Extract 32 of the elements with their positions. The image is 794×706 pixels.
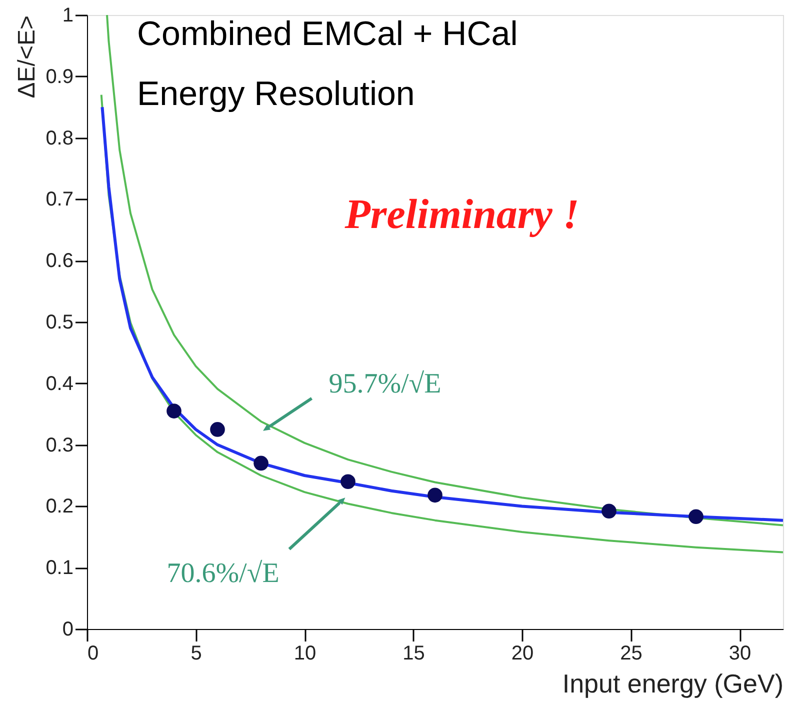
point [210, 422, 225, 437]
point [602, 504, 616, 519]
text: Combined EMCal + HCal Energy Resolution [137, 15, 518, 113]
line-series [106, 15, 783, 526]
y-tick-label: 0.4 [46, 372, 74, 395]
y-axis-title: ΔE/<E> [14, 16, 41, 98]
x-axis-title: Input energy (GeV) [562, 668, 784, 698]
y-tick-label: 0.1 [46, 557, 74, 580]
annotation: 95.7%/√E [328, 368, 442, 400]
x-tick-label: 30 [728, 642, 752, 664]
point [688, 509, 704, 524]
x-tick-label: 10 [294, 642, 316, 664]
point [428, 488, 442, 503]
y-tick-label: 0.9 [46, 66, 74, 88]
x-tick-label: 25 [620, 642, 642, 664]
y-tick-label: 0.8 [46, 127, 74, 150]
y-tick-label: 0.3 [46, 434, 74, 456]
annotation: Preliminary ! [344, 192, 580, 238]
y-tick-label: 0.5 [46, 312, 74, 334]
point [166, 404, 182, 418]
x-tick-label: 0 [88, 642, 99, 664]
annotation: 70.6%/√E [166, 558, 280, 590]
x-tick-label: 15 [402, 642, 425, 664]
point [340, 474, 356, 490]
y-tick-label: 0.2 [46, 496, 74, 518]
x-tick-label: 20 [511, 642, 534, 664]
y-tick-label: 1 [62, 4, 74, 26]
x-tick-label: 5 [190, 642, 202, 664]
y-tick-label: 0.6 [46, 250, 74, 272]
y-tick-label: 0.7 [46, 188, 74, 211]
point [254, 456, 268, 471]
y-tick-label: 0 [62, 618, 74, 640]
